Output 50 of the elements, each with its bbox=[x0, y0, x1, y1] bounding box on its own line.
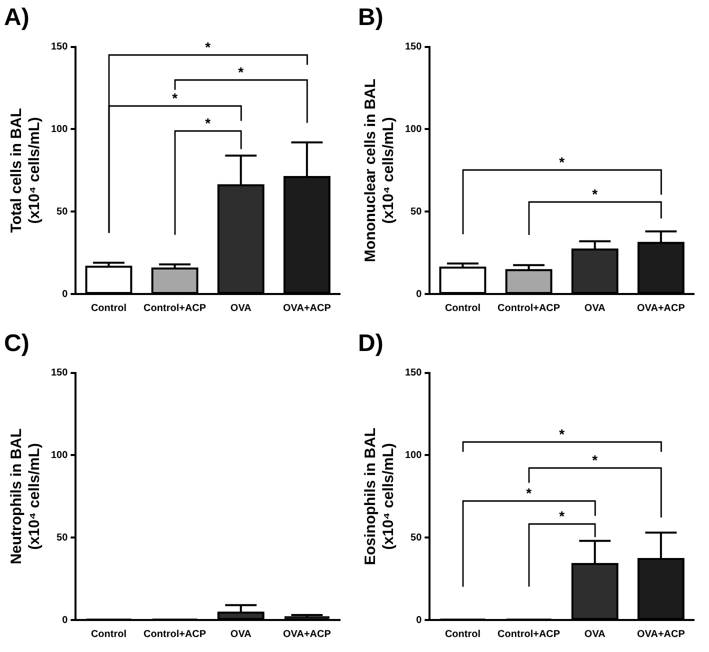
annotation: * bbox=[238, 64, 244, 80]
x-tick-label: Control+ACP bbox=[144, 628, 206, 640]
y-tick-label: 100 bbox=[50, 124, 68, 135]
y-tick-label: 150 bbox=[404, 368, 422, 379]
x-tick-label: OVA bbox=[584, 302, 606, 314]
annotation: * bbox=[172, 90, 178, 106]
x-tick-label: Control+ACP bbox=[498, 628, 560, 640]
y-tick-label: 50 bbox=[410, 532, 422, 544]
annotation: * bbox=[205, 114, 211, 131]
x-tick-label: OVA bbox=[230, 628, 252, 640]
x-tick-label: OVA+ACP bbox=[283, 628, 332, 640]
y-tick-label: 150 bbox=[50, 42, 68, 53]
chart-title: D) bbox=[358, 330, 384, 358]
chart-title: C) bbox=[4, 330, 30, 358]
annotation: * bbox=[559, 154, 565, 170]
y-tick-label: 0 bbox=[62, 288, 68, 300]
y-axis-title: Mononuclear cells in BAL (x10⁴ cells/mL) bbox=[362, 78, 398, 262]
y-tick-label: 50 bbox=[410, 206, 422, 218]
annotation: * bbox=[559, 426, 565, 442]
y-tick-label: 50 bbox=[56, 206, 68, 218]
y-axis-title: Total cells in BAL (x10⁴ cells/mL) bbox=[8, 108, 44, 233]
x-tick-label: OVA bbox=[584, 628, 606, 640]
x-tick-label: Control bbox=[90, 302, 127, 314]
y-tick-label: 0 bbox=[62, 614, 68, 626]
x-tick-label: OVA+ACP bbox=[283, 302, 332, 314]
x-tick-label: OVA+ACP bbox=[637, 302, 686, 314]
chart-title: A) bbox=[4, 4, 30, 32]
annotation: * bbox=[592, 452, 598, 468]
y-tick-label: 0 bbox=[416, 614, 422, 626]
x-tick-label: OVA+ACP bbox=[637, 628, 686, 640]
annotation: * bbox=[205, 39, 211, 56]
x-tick-label: Control bbox=[90, 628, 127, 640]
x-tick-label: Control+ACP bbox=[144, 302, 206, 314]
y-tick-label: 100 bbox=[404, 450, 422, 461]
y-tick-label: 0 bbox=[416, 288, 422, 300]
y-axis-title: Neutrophils in BAL (x10⁴ cells/mL) bbox=[8, 428, 44, 564]
y-tick-label: 100 bbox=[50, 450, 68, 461]
x-tick-label: Control+ACP bbox=[498, 302, 560, 314]
y-tick-label: 100 bbox=[404, 124, 422, 135]
y-tick-label: 50 bbox=[56, 532, 68, 544]
x-tick-label: OVA bbox=[230, 302, 252, 314]
y-axis-title: Eosinophils in BAL (x10⁴ cells/mL) bbox=[362, 428, 398, 566]
chart-title: B) bbox=[358, 4, 384, 32]
annotation: * bbox=[559, 508, 565, 524]
y-tick-label: 150 bbox=[50, 368, 68, 379]
x-tick-label: Control bbox=[444, 302, 481, 314]
annotation: * bbox=[526, 485, 532, 502]
x-tick-label: Control bbox=[444, 628, 481, 640]
annotation: * bbox=[592, 186, 598, 202]
y-tick-label: 150 bbox=[404, 42, 422, 53]
